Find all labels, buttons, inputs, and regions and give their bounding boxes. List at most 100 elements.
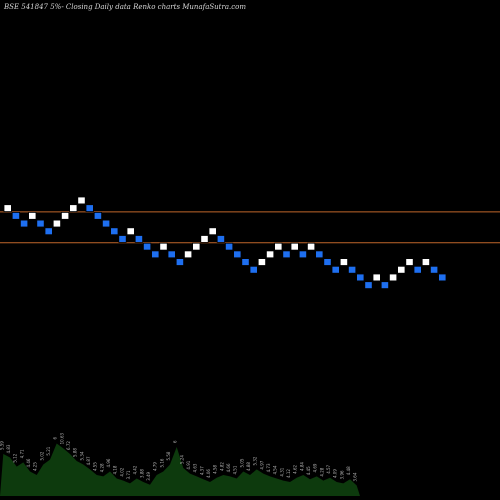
volume-label-39: 5.32 (253, 456, 258, 465)
volume-label-36: 4.51 (233, 465, 238, 474)
volume-label-24: 4.79 (153, 462, 158, 471)
volume-label-43: 4.31 (279, 467, 284, 476)
renko-bricks (3, 196, 447, 290)
up-brick-50 (405, 258, 414, 266)
volume-label-3: 5.12 (13, 453, 18, 462)
down-brick-54 (438, 273, 447, 282)
down-brick-15 (118, 235, 127, 243)
volume-label-38: 4.88 (246, 462, 251, 471)
up-brick-25 (200, 235, 209, 243)
down-brick-12 (93, 211, 102, 220)
volume-label-48: 4.69 (313, 463, 318, 472)
down-brick-41 (331, 265, 340, 274)
volume-labels: 5.59 4.835.12 4.714.46 4.255.025.216 10.636.… (0, 432, 358, 481)
volume-label-10: 10.63 (59, 432, 64, 444)
chart-title: BSE 541847 5%- Closing Daily data Renko … (4, 3, 247, 11)
volume-label-17: 4.96 (106, 458, 111, 467)
volume-label-37: 5.05 (239, 458, 244, 467)
volume-label-5: 4.46 (26, 458, 31, 467)
volume-label-15: 4.55 (93, 462, 98, 471)
volume-label-20: 3.71 (126, 470, 131, 479)
down-brick-22 (175, 258, 184, 266)
up-brick-8 (61, 211, 70, 220)
up-brick-48 (388, 273, 398, 282)
down-brick-45 (364, 281, 373, 290)
down-brick-35 (282, 250, 291, 259)
up-brick-4 (28, 211, 37, 220)
volume-label-51: 4.09 (333, 469, 338, 478)
volume-label-52: 3.96 (339, 470, 344, 479)
volume-label-34: 4.82 (219, 462, 224, 471)
up-brick-32 (257, 258, 267, 266)
volume-label-35: 4.66 (226, 463, 231, 472)
down-brick-18 (142, 242, 152, 251)
volume-label-2: 4.83 (6, 444, 11, 453)
volume-label-16: 4.28 (99, 463, 104, 472)
volume-label-46: 4.84 (299, 462, 304, 471)
down-brick-28 (224, 242, 234, 251)
volume-label-23: 3.49 (146, 471, 151, 480)
down-brick-44 (356, 273, 365, 282)
down-brick-43 (347, 265, 357, 274)
up-brick-20 (159, 242, 168, 251)
volume-label-47: 4.45 (306, 466, 311, 475)
up-brick-9 (69, 204, 78, 212)
up-brick-16 (126, 227, 135, 236)
volume-label-1: 5.59 (0, 441, 4, 450)
volume-label-30: 4.63 (193, 463, 198, 472)
volume-area (0, 443, 360, 496)
up-brick-7 (52, 219, 62, 228)
volume-label-21: 4.42 (133, 465, 138, 474)
volume-area-fill (0, 443, 360, 496)
volume-label-26: 5.58 (166, 451, 171, 460)
volume-label-31: 4.37 (199, 466, 204, 475)
volume-label-12: 5.88 (73, 448, 78, 457)
volume-label-42: 4.54 (273, 465, 278, 474)
down-brick-6 (44, 227, 53, 236)
down-brick-21 (167, 250, 176, 259)
down-brick-11 (85, 204, 94, 212)
down-brick-39 (315, 250, 324, 259)
down-brick-51 (413, 265, 422, 274)
volume-label-18: 4.18 (113, 465, 118, 474)
volume-label-19: 4.02 (119, 467, 124, 476)
up-brick-24 (192, 242, 201, 251)
volume-label-27: 6 (173, 440, 178, 443)
volume-label-25: 5.16 (159, 458, 164, 467)
down-brick-27 (216, 235, 225, 243)
up-brick-1 (3, 204, 12, 212)
up-brick-49 (397, 265, 406, 274)
volume-label-28: 5.24 (179, 455, 184, 464)
up-brick-10 (77, 196, 86, 205)
up-brick-26 (208, 227, 217, 236)
volume-label-40: 4.97 (259, 460, 264, 469)
up-brick-33 (265, 250, 275, 259)
down-brick-17 (134, 235, 143, 243)
up-brick-36 (290, 242, 299, 251)
volume-label-49: 4.28 (319, 467, 324, 476)
down-brick-53 (429, 265, 439, 274)
down-brick-37 (298, 250, 308, 259)
volume-label-11: 6.72 (66, 441, 71, 450)
down-brick-13 (102, 219, 111, 228)
volume-label-33: 4.58 (213, 464, 218, 473)
up-brick-34 (274, 242, 283, 251)
volume-label-6: 4.25 (33, 462, 38, 471)
volume-label-53: 4.48 (346, 466, 351, 475)
down-brick-40 (323, 258, 332, 266)
volume-label-44: 4.12 (286, 469, 291, 478)
down-brick-29 (233, 250, 242, 259)
down-brick-3 (19, 219, 29, 228)
volume-label-22: 3.88 (139, 469, 144, 478)
volume-label-13: 5.34 (79, 451, 84, 460)
up-brick-52 (421, 258, 431, 266)
volume-label-29: 4.91 (186, 460, 191, 469)
volume-label-32: 4.06 (206, 469, 211, 478)
down-brick-31 (249, 265, 258, 274)
volume-label-9: 6 (53, 437, 58, 440)
up-brick-46 (372, 273, 381, 282)
volume-label-4: 4.71 (19, 449, 24, 458)
down-brick-30 (241, 258, 250, 266)
volume-label-7: 5.02 (39, 451, 44, 460)
